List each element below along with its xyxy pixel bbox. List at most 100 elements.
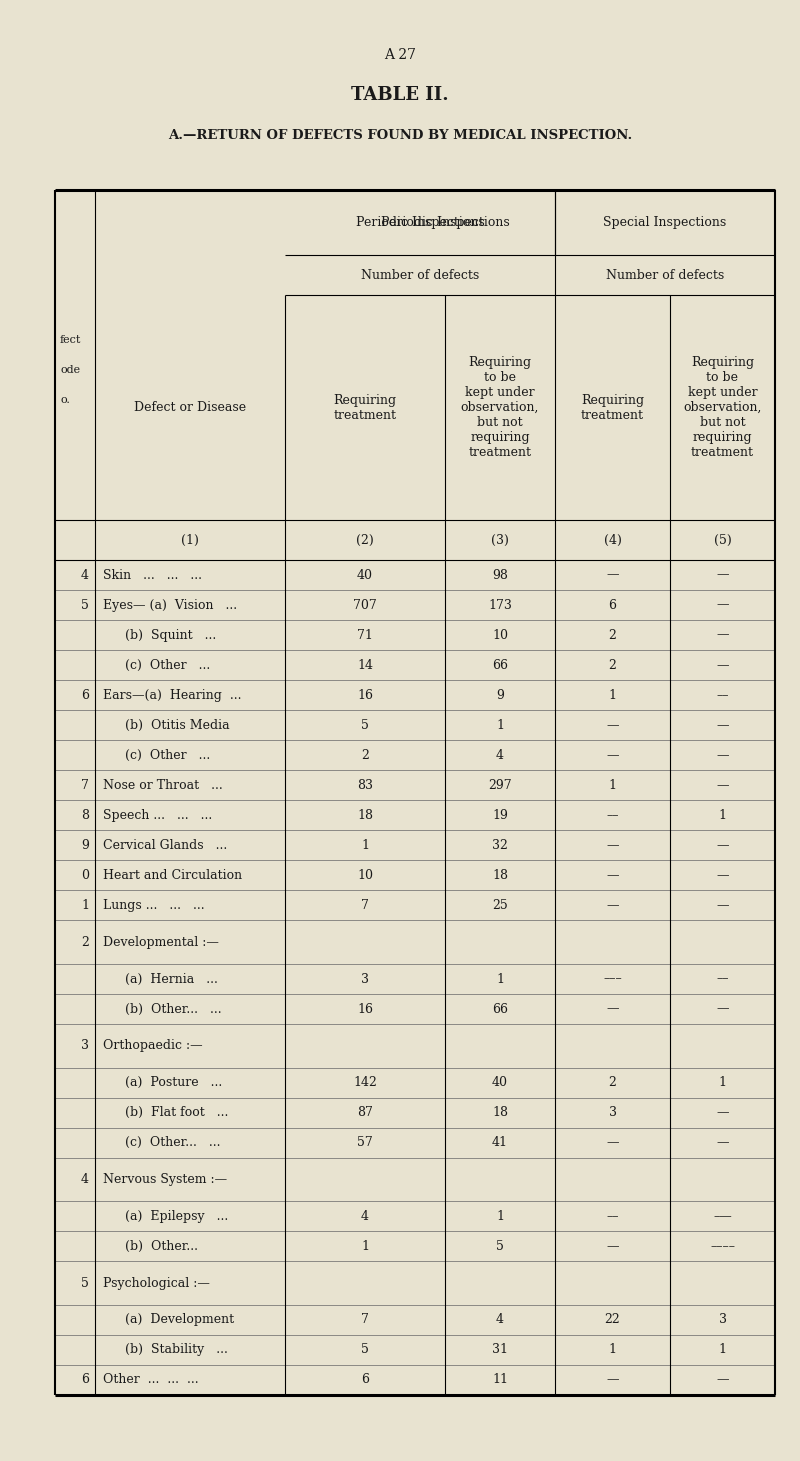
Text: 1: 1 bbox=[496, 719, 504, 732]
Text: Nervous System :—: Nervous System :— bbox=[103, 1173, 227, 1186]
Text: A 27: A 27 bbox=[384, 48, 416, 61]
Text: —: — bbox=[716, 719, 729, 732]
Text: ––: –– bbox=[716, 973, 729, 986]
Text: 71: 71 bbox=[357, 628, 373, 641]
Text: —: — bbox=[606, 1137, 618, 1150]
Text: –––: ––– bbox=[603, 973, 622, 986]
Text: 5: 5 bbox=[361, 1344, 369, 1356]
Text: Number of defects: Number of defects bbox=[361, 269, 479, 282]
Text: 297: 297 bbox=[488, 779, 512, 792]
Text: —: — bbox=[716, 839, 729, 852]
Text: (a)  Hernia   ...: (a) Hernia ... bbox=[125, 973, 218, 986]
Text: —: — bbox=[716, 779, 729, 792]
Text: 2: 2 bbox=[81, 935, 89, 948]
Text: —: — bbox=[716, 1137, 729, 1150]
Text: —: — bbox=[606, 1240, 618, 1254]
Text: —: — bbox=[716, 1373, 729, 1386]
Text: 66: 66 bbox=[492, 659, 508, 672]
Text: 16: 16 bbox=[357, 688, 373, 701]
Text: 7: 7 bbox=[361, 1313, 369, 1327]
Text: (4): (4) bbox=[603, 533, 622, 546]
Text: 8: 8 bbox=[81, 809, 89, 821]
Text: 40: 40 bbox=[357, 568, 373, 581]
Text: —: — bbox=[606, 1373, 618, 1386]
Text: 66: 66 bbox=[492, 1002, 508, 1015]
Text: —: — bbox=[606, 748, 618, 761]
Text: 4: 4 bbox=[496, 748, 504, 761]
Text: Developmental :—: Developmental :— bbox=[103, 935, 219, 948]
Text: 5: 5 bbox=[81, 599, 89, 612]
Text: 31: 31 bbox=[492, 1344, 508, 1356]
Text: 87: 87 bbox=[357, 1106, 373, 1119]
Text: Speech ...   ...   ...: Speech ... ... ... bbox=[103, 809, 212, 821]
Text: 40: 40 bbox=[492, 1077, 508, 1088]
Text: (5): (5) bbox=[714, 533, 731, 546]
Text: 3: 3 bbox=[81, 1039, 89, 1052]
Text: 32: 32 bbox=[492, 839, 508, 852]
Text: 7: 7 bbox=[81, 779, 89, 792]
Text: 0: 0 bbox=[81, 869, 89, 882]
Text: 25: 25 bbox=[492, 899, 508, 912]
Text: 4: 4 bbox=[81, 1173, 89, 1186]
Text: 10: 10 bbox=[357, 869, 373, 882]
Text: (b)  Other...: (b) Other... bbox=[125, 1240, 198, 1254]
Text: 83: 83 bbox=[357, 779, 373, 792]
Text: Periodic Inspections: Periodic Inspections bbox=[381, 216, 510, 229]
Text: 2: 2 bbox=[609, 1077, 617, 1088]
Text: 9: 9 bbox=[81, 839, 89, 852]
Text: 4: 4 bbox=[496, 1313, 504, 1327]
Text: Cervical Glands   ...: Cervical Glands ... bbox=[103, 839, 227, 852]
Text: (1): (1) bbox=[181, 533, 199, 546]
Text: 142: 142 bbox=[353, 1077, 377, 1088]
Text: 4: 4 bbox=[81, 568, 89, 581]
Text: 6: 6 bbox=[81, 688, 89, 701]
Text: —: — bbox=[606, 568, 618, 581]
Text: (a)  Posture   ...: (a) Posture ... bbox=[125, 1077, 222, 1088]
Text: 11: 11 bbox=[492, 1373, 508, 1386]
Text: —: — bbox=[716, 1106, 729, 1119]
Text: —: — bbox=[716, 568, 729, 581]
Text: Defect or Disease: Defect or Disease bbox=[134, 400, 246, 413]
Text: ––: –– bbox=[606, 809, 618, 821]
Text: 1: 1 bbox=[361, 839, 369, 852]
Text: Lungs ...   ...   ...: Lungs ... ... ... bbox=[103, 899, 205, 912]
Text: (c)  Other   ...: (c) Other ... bbox=[125, 748, 210, 761]
Text: 707: 707 bbox=[353, 599, 377, 612]
Text: (a)  Development: (a) Development bbox=[125, 1313, 234, 1327]
Text: A.—RETURN OF DEFECTS FOUND BY MEDICAL INSPECTION.: A.—RETURN OF DEFECTS FOUND BY MEDICAL IN… bbox=[168, 129, 632, 142]
Text: –—: –— bbox=[713, 1210, 732, 1223]
Text: 18: 18 bbox=[492, 869, 508, 882]
Text: 4: 4 bbox=[361, 1210, 369, 1223]
Text: 22: 22 bbox=[605, 1313, 620, 1327]
Text: 1: 1 bbox=[609, 779, 617, 792]
Text: 3: 3 bbox=[718, 1313, 726, 1327]
Text: ode: ode bbox=[60, 365, 80, 375]
Text: 14: 14 bbox=[357, 659, 373, 672]
Text: —: — bbox=[716, 1002, 729, 1015]
Text: —: — bbox=[606, 899, 618, 912]
Text: 3: 3 bbox=[609, 1106, 617, 1119]
Text: 5: 5 bbox=[496, 1240, 504, 1254]
Text: Orthopaedic :—: Orthopaedic :— bbox=[103, 1039, 202, 1052]
Text: —: — bbox=[606, 869, 618, 882]
Text: —: — bbox=[716, 599, 729, 612]
Text: Requiring
treatment: Requiring treatment bbox=[581, 393, 644, 422]
Text: 1: 1 bbox=[718, 1344, 726, 1356]
Text: Ears—(a)  Hearing  ...: Ears—(a) Hearing ... bbox=[103, 688, 242, 701]
Text: 98: 98 bbox=[492, 568, 508, 581]
Text: Requiring
to be
kept under
observation,
but not
requiring
treatment: Requiring to be kept under observation, … bbox=[461, 356, 539, 459]
Text: Skin   ...   ...   ...: Skin ... ... ... bbox=[103, 568, 202, 581]
Text: (b)  Stability   ...: (b) Stability ... bbox=[125, 1344, 228, 1356]
Text: 173: 173 bbox=[488, 599, 512, 612]
Text: TABLE II.: TABLE II. bbox=[351, 86, 449, 104]
Text: 6: 6 bbox=[361, 1373, 369, 1386]
Text: —: — bbox=[716, 869, 729, 882]
Text: 57: 57 bbox=[357, 1137, 373, 1150]
Text: —: — bbox=[606, 1002, 618, 1015]
Text: (b)  Flat foot   ...: (b) Flat foot ... bbox=[125, 1106, 228, 1119]
Text: 5: 5 bbox=[81, 1277, 89, 1290]
Text: 1: 1 bbox=[496, 1210, 504, 1223]
Text: Psychological :—: Psychological :— bbox=[103, 1277, 210, 1290]
Text: o.: o. bbox=[60, 394, 70, 405]
Text: 1: 1 bbox=[609, 1344, 617, 1356]
